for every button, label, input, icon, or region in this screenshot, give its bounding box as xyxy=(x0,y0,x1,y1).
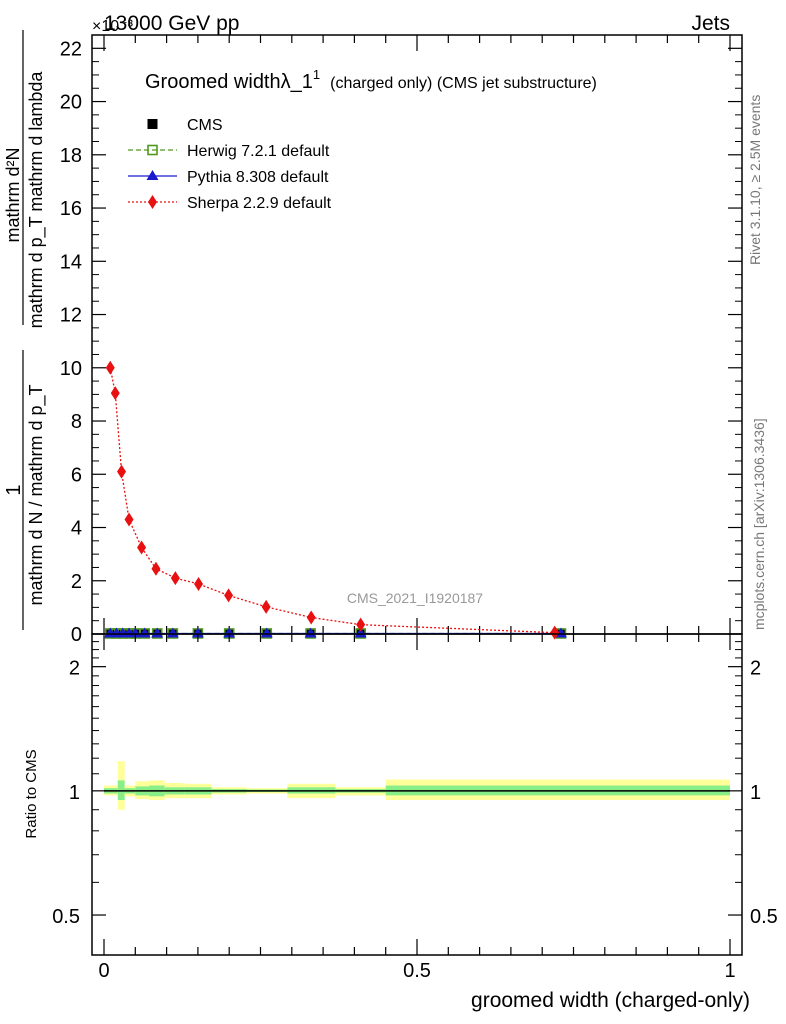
data-point xyxy=(223,627,236,638)
data-point xyxy=(124,512,134,527)
header-exponent: ×10⁻³ xyxy=(92,18,134,35)
ylabel-denominator: mathrm d N / mathrm d p_T xyxy=(26,384,47,605)
data-point xyxy=(194,576,204,591)
chart-subtitle: (charged only) (CMS jet substructure) xyxy=(330,75,597,92)
main-y-axis-label: 1 mathrm d N / mathrm d p_T mathrm d²N m… xyxy=(3,30,47,630)
data-point xyxy=(166,627,179,638)
main-y-tick-label: 6 xyxy=(71,464,82,486)
chart-title: Groomed widthλ_11 (charged only) (CMS jet… xyxy=(145,67,597,93)
legend-marker xyxy=(148,195,157,209)
main-y-tick-label: 0 xyxy=(71,624,82,646)
mcplots-label: mcplots.cern.ch [arXiv:1306.3436] xyxy=(751,418,767,630)
ratio-bands xyxy=(104,761,730,810)
legend-label: CMS xyxy=(187,117,223,134)
main-series xyxy=(104,360,567,640)
data-point xyxy=(260,627,273,638)
legend-label: Sherpa 2.2.9 default xyxy=(187,195,332,212)
main-y-ticks: 0 2 4 6 8 10 12 14 16 18 20 22 xyxy=(60,34,742,646)
data-point xyxy=(110,386,120,401)
ratio-y-tick-label: 2 xyxy=(69,658,80,680)
data-point xyxy=(224,588,234,603)
main-y-tick-label: 2 xyxy=(71,571,82,593)
ratio-x-ticks: 0 0.5 1 xyxy=(98,634,736,982)
main-y-tick-label: 20 xyxy=(60,92,82,114)
watermark: CMS_2021_I1920187 xyxy=(347,590,483,606)
ratio-panel: 0.5 0.51 12 2 0 0.5 1 Ratio to CMS xyxy=(23,633,778,982)
main-y-tick-label: 10 xyxy=(60,358,82,380)
chart-title-main: Groomed widthλ_1 xyxy=(145,71,313,93)
data-point xyxy=(191,627,204,638)
ratio-y-tick-label: 0.5 xyxy=(52,906,80,928)
legend: CMS Herwig 7.2.1 default Pythia 8.308 defa… xyxy=(128,117,332,212)
header-left: 13000 GeV pp xyxy=(104,12,239,35)
main-panel: 0 2 4 6 8 10 12 14 16 18 20 22 CMS_2021_I1920187 Gr… xyxy=(60,34,743,646)
legend-marker xyxy=(146,170,159,180)
data-point xyxy=(117,464,127,479)
series-line-3 xyxy=(109,367,555,634)
x-tick-label: 0 xyxy=(98,960,109,982)
data-point xyxy=(138,627,151,638)
data-point xyxy=(304,627,317,638)
ylabel-right-numerator: mathrm d²N xyxy=(3,147,23,242)
legend-marker xyxy=(147,119,158,129)
legend-label: Pythia 8.308 default xyxy=(187,169,329,186)
data-point xyxy=(306,610,316,625)
legend-label: Herwig 7.2.1 default xyxy=(187,143,330,160)
data-point xyxy=(151,627,164,638)
ratio-y-tick-label-right: 1 xyxy=(750,782,761,804)
x-tick-label: 0.5 xyxy=(403,960,431,982)
legend-marker xyxy=(147,144,158,156)
main-y-tick-label: 22 xyxy=(60,38,82,60)
x-axis-label: groomed width (charged-only) xyxy=(471,989,750,1012)
ratio-y-tick-label: 1 xyxy=(69,782,80,804)
ratio-y-tick-label-right: 2 xyxy=(750,658,761,680)
ratio-y-tick-label-right: 0.5 xyxy=(750,906,778,928)
main-y-tick-label: 8 xyxy=(71,411,82,433)
ratio-y-ticks: 0.5 0.5 1 1 2 2 xyxy=(52,641,778,928)
ylabel-numerator: 1 xyxy=(3,484,25,495)
data-point xyxy=(550,625,560,640)
ylabel-right-denominator: mathrm d p_T mathrm d lambda xyxy=(26,71,47,329)
header-right: Jets xyxy=(691,12,730,35)
main-y-tick-label: 18 xyxy=(60,145,82,167)
data-point xyxy=(356,617,366,632)
data-point xyxy=(354,627,367,638)
rivet-label: Rivet 3.1.10, ≥ 2.5M events xyxy=(747,95,763,265)
data-point xyxy=(170,571,180,586)
data-point xyxy=(105,360,115,375)
main-y-tick-label: 16 xyxy=(60,198,82,220)
main-y-tick-label: 4 xyxy=(71,518,82,540)
data-point xyxy=(151,561,161,576)
main-y-tick-label: 14 xyxy=(60,251,82,273)
data-point xyxy=(129,627,142,638)
chart-title-sup: 1 xyxy=(313,67,320,82)
ratio-y-axis-label: Ratio to CMS xyxy=(23,749,40,838)
x-tick-label: 1 xyxy=(724,960,735,982)
data-point xyxy=(554,627,567,638)
data-point xyxy=(137,540,147,555)
main-y-tick-label: 12 xyxy=(60,305,82,327)
data-point xyxy=(261,599,271,614)
